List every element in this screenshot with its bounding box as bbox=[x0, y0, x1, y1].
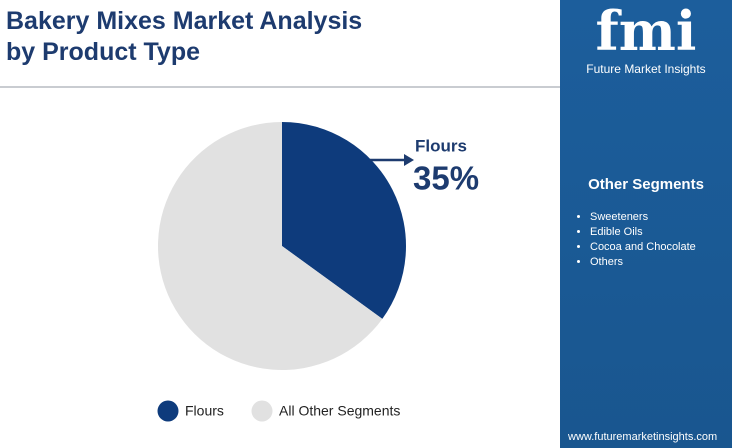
url: www.futuremarketinsights.com bbox=[568, 431, 718, 443]
segment-item: Cocoa and Chocolate bbox=[590, 240, 696, 255]
sidebar-heading: Other Segments bbox=[588, 176, 704, 193]
callout-arrowhead bbox=[404, 154, 414, 166]
brand: Future Market Insights bbox=[586, 62, 706, 76]
legend-label: Flours bbox=[185, 403, 224, 419]
logo: fmi bbox=[595, 0, 697, 63]
chart: Flours 35% Flours All Other Segments bbox=[157, 122, 479, 422]
legend-swatch bbox=[251, 400, 273, 422]
segment-item: Others bbox=[590, 255, 696, 270]
segment-item: Sweeteners bbox=[590, 210, 696, 225]
segment-item: Edible Oils bbox=[590, 225, 696, 240]
callout-category: Flours bbox=[415, 136, 467, 155]
pie-slice bbox=[282, 122, 406, 319]
value-label: 35% bbox=[413, 160, 479, 197]
legend-swatch bbox=[157, 400, 179, 422]
pie-slice bbox=[157, 122, 383, 371]
segment-list: Sweeteners Edible Oils Cocoa and Chocola… bbox=[574, 210, 696, 270]
divider bbox=[0, 86, 560, 88]
chart-title: Bakery Mixes Market Analysis by Product … bbox=[6, 7, 363, 66]
sidebar: fmi Future Market Insights Other Segment… bbox=[560, 0, 732, 448]
legend-label: All Other Segments bbox=[279, 403, 400, 419]
